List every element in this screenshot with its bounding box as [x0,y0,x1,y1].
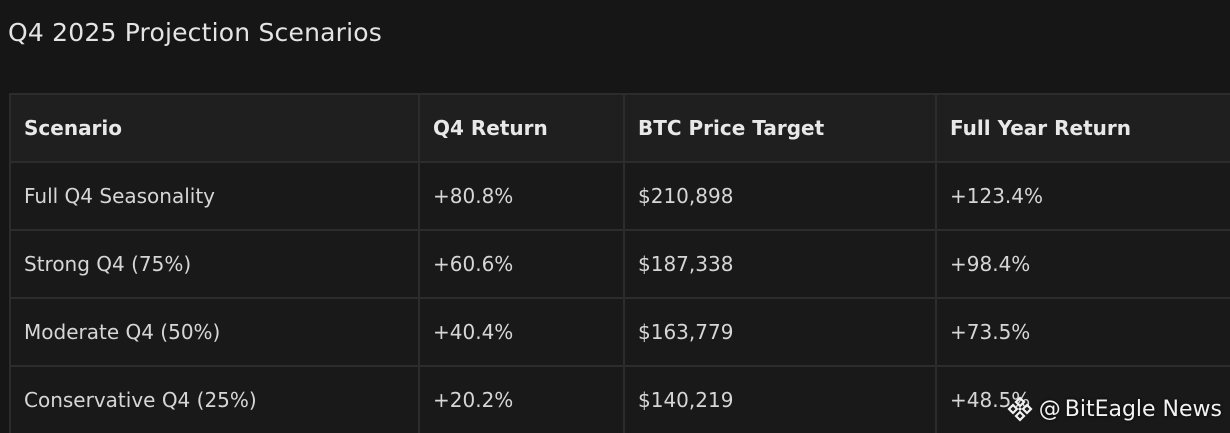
full-year-return-cell: +48.5% [935,365,1230,433]
table-row: Conservative Q4 (25%) +20.2% $140,219 +4… [9,365,1230,433]
btc-price-target-cell: $163,779 [623,297,937,367]
scenario-cell: Conservative Q4 (25%) [9,365,420,433]
q4-return-cell: +60.6% [418,229,625,299]
btc-price-target-cell: $187,338 [623,229,937,299]
q4-return-cell: +80.8% [418,161,625,231]
table-header-row: Scenario Q4 Return BTC Price Target Full… [9,93,1230,163]
scenario-cell: Strong Q4 (75%) [9,229,420,299]
page-title: Q4 2025 Projection Scenarios [8,18,382,47]
projection-table: Scenario Q4 Return BTC Price Target Full… [9,93,1230,433]
column-header-scenario: Scenario [9,93,420,163]
watermark-text: BitEagle News [1064,396,1222,422]
btc-price-target-cell: $140,219 [623,365,937,433]
column-header-full-year-return: Full Year Return [935,93,1230,163]
q4-return-cell: +20.2% [418,365,625,433]
projection-table-container: Scenario Q4 Return BTC Price Target Full… [9,93,1230,433]
full-year-return-cell: +73.5% [935,297,1230,367]
table-row: Moderate Q4 (50%) +40.4% $163,779 +73.5% [9,297,1230,367]
table-row: Strong Q4 (75%) +60.6% $187,338 +98.4% [9,229,1230,299]
q4-return-cell: +40.4% [418,297,625,367]
watermark: @ BitEagle News [1007,396,1222,422]
btc-price-target-cell: $210,898 [623,161,937,231]
column-header-btc-price-target: BTC Price Target [623,93,937,163]
full-year-return-cell: +123.4% [935,161,1230,231]
table-row: Full Q4 Seasonality +80.8% $210,898 +123… [9,161,1230,231]
full-year-return-cell: +98.4% [935,229,1230,299]
column-header-q4-return: Q4 Return [418,93,625,163]
diamond-logo-icon [1007,396,1033,422]
scenario-cell: Full Q4 Seasonality [9,161,420,231]
scenario-cell: Moderate Q4 (50%) [9,297,420,367]
watermark-at: @ [1038,396,1061,422]
